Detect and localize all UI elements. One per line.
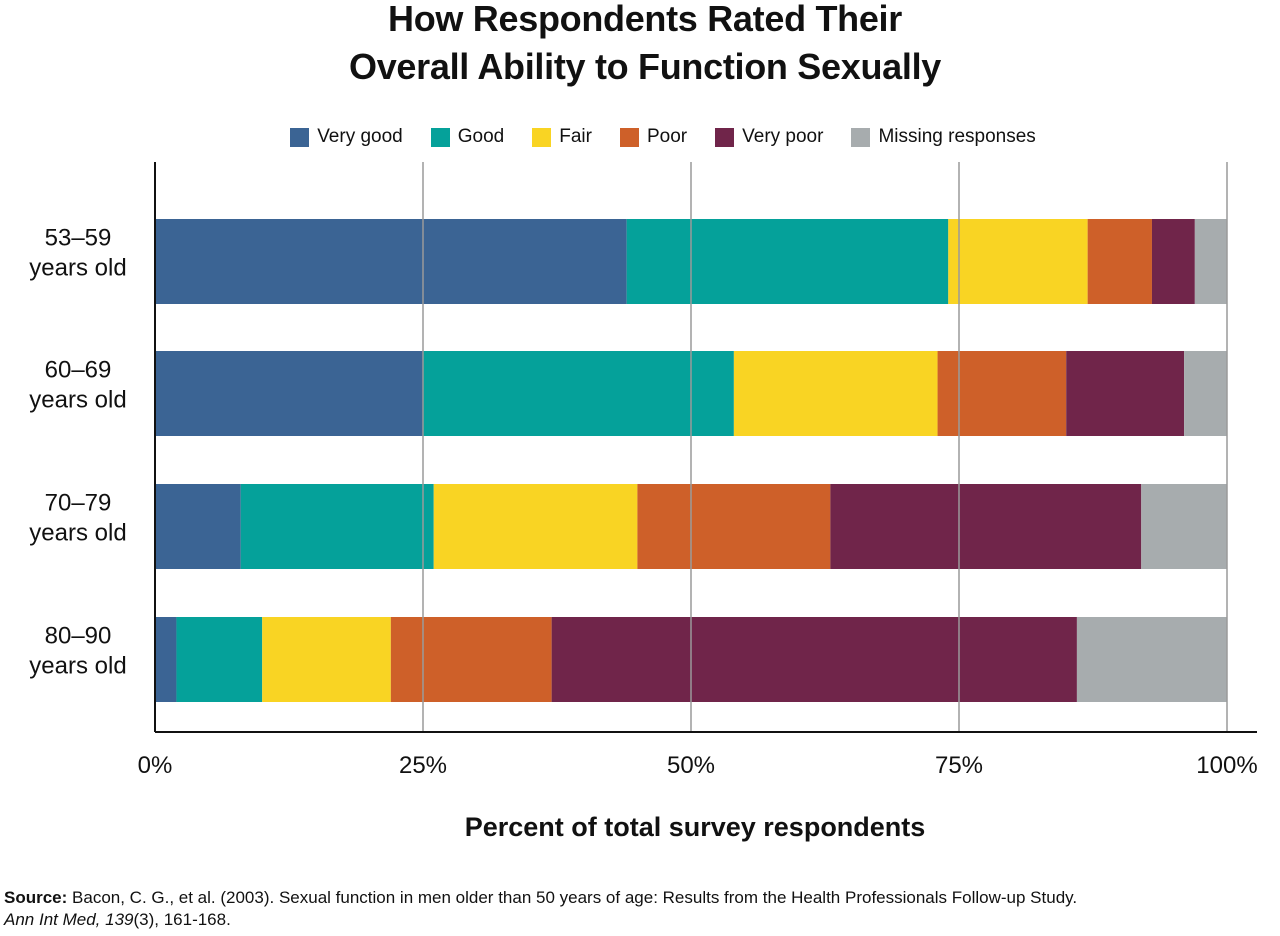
bar-segment bbox=[423, 351, 734, 436]
bar-segment bbox=[1087, 219, 1152, 304]
legend-swatch bbox=[619, 127, 639, 147]
legend-swatch bbox=[851, 127, 871, 147]
legend-item: Very good bbox=[290, 126, 403, 148]
legend-label: Poor bbox=[646, 126, 688, 147]
legend-swatch bbox=[430, 127, 450, 147]
chart-title-line-2: Overall Ability to Function Sexually bbox=[349, 46, 941, 87]
bar-segment bbox=[626, 219, 949, 304]
legend-item: Very poor bbox=[715, 126, 823, 148]
bar-segment bbox=[155, 617, 177, 702]
bar-segment bbox=[155, 484, 241, 569]
y-category-label: 53–59 bbox=[45, 225, 112, 252]
legend-label: Missing responses bbox=[878, 126, 1036, 147]
y-category-label: years old bbox=[29, 387, 126, 414]
legend-item: Fair bbox=[532, 126, 592, 148]
x-tick-label: 0% bbox=[138, 752, 173, 779]
bar-segment bbox=[1184, 351, 1227, 436]
bar-segment bbox=[390, 617, 552, 702]
y-category-label: years old bbox=[29, 255, 126, 282]
bar-segment bbox=[733, 351, 938, 436]
y-category-label: years old bbox=[29, 520, 126, 547]
legend-label: Very poor bbox=[742, 126, 824, 147]
legend-swatch bbox=[532, 127, 552, 147]
legend-item: Missing responses bbox=[851, 126, 1036, 148]
bar-segment bbox=[551, 617, 1077, 702]
x-tick-label: 25% bbox=[399, 752, 447, 779]
bar-segment bbox=[155, 219, 627, 304]
x-tick-label: 75% bbox=[935, 752, 983, 779]
legend-label: Good bbox=[457, 126, 505, 147]
legend-swatch bbox=[715, 127, 735, 147]
y-category-label: 70–79 bbox=[45, 490, 112, 517]
bar-segment bbox=[1194, 219, 1227, 304]
y-category-label: 60–69 bbox=[45, 357, 112, 384]
bar-segment bbox=[155, 351, 423, 436]
source-label: Source: bbox=[4, 888, 68, 907]
y-category-label: 80–90 bbox=[45, 623, 112, 650]
chart-legend: Very good Good Fair Poor Very poor Missing re… bbox=[0, 126, 1280, 148]
legend-item: Good bbox=[430, 126, 505, 148]
bar-segment bbox=[240, 484, 434, 569]
source-text: Bacon, C. G., et al. (2003). Sexual func… bbox=[67, 888, 1078, 907]
x-axis-label: Percent of total survey respondents bbox=[464, 812, 926, 842]
stacked-bar-chart: 0% 25% 50% 75% 100% 53–59 years old 60–69 years … bbox=[29, 162, 1258, 779]
x-tick-label: 100% bbox=[1196, 752, 1257, 779]
legend-swatch bbox=[290, 127, 310, 147]
bar-segment bbox=[176, 617, 263, 702]
legend-label: Fair bbox=[559, 126, 592, 147]
bar-segment bbox=[1076, 617, 1227, 702]
source-journal: Ann Int Med, 139 bbox=[4, 910, 134, 929]
bar-segment bbox=[1066, 351, 1185, 436]
bar-segment bbox=[433, 484, 638, 569]
bar-segment bbox=[830, 484, 1142, 569]
legend-item: Poor bbox=[619, 126, 688, 148]
source-citation-tail: (3), 161-168. bbox=[133, 910, 231, 929]
chart-title-line-1: How Respondents Rated Their bbox=[388, 0, 902, 39]
bar-segment bbox=[937, 351, 1067, 436]
x-tick-label: 50% bbox=[667, 752, 715, 779]
bar-segment bbox=[948, 219, 1088, 304]
legend-label: Very good bbox=[317, 126, 403, 147]
bar-segment bbox=[637, 484, 831, 569]
source-citation: Source: Bacon, C. G., et al. (2003). Sex… bbox=[4, 887, 1274, 931]
bar-segment bbox=[1141, 484, 1227, 569]
y-category-label: years old bbox=[29, 653, 126, 680]
bar-segment bbox=[262, 617, 391, 702]
bar-segment bbox=[1151, 219, 1195, 304]
